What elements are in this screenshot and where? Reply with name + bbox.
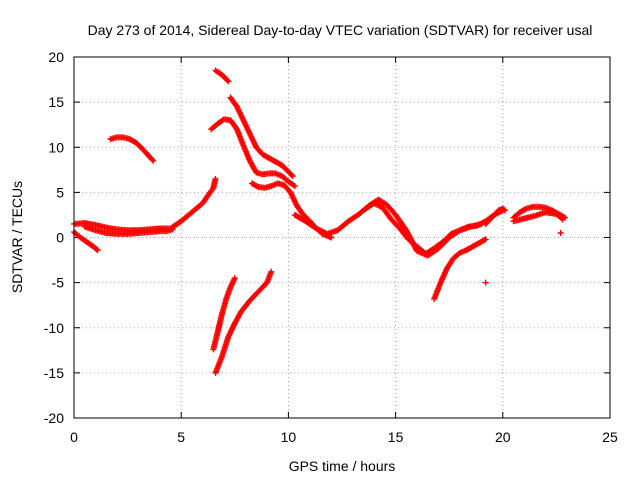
series-track-k [291,196,485,259]
data-point [94,247,101,254]
x-tick-label: 10 [281,429,297,445]
data-points [71,67,568,376]
series-track-n [482,205,508,227]
series-track-g [212,67,232,85]
data-point [522,206,529,213]
series-track-e [210,275,238,353]
data-point [254,183,261,190]
data-point [289,173,296,180]
y-tick-label: -10 [44,320,64,336]
y-tick-label: 0 [56,230,64,246]
data-point [212,175,219,182]
data-point [559,216,566,223]
x-tick-label: 20 [495,429,511,445]
series-track-i [208,116,298,190]
data-point [558,215,565,222]
y-axis-label: SDTVAR / TECUs [9,181,25,293]
data-point [481,237,488,244]
data-point [500,206,507,213]
data-point [231,275,238,282]
y-tick-label: -15 [44,365,64,381]
data-point [209,186,216,193]
x-tick-label: 5 [177,429,185,445]
series-track-b [71,229,101,254]
x-tick-label: 25 [602,429,618,445]
series-track-c [81,223,176,237]
data-point [501,207,508,214]
x-tick-label: 15 [388,429,404,445]
axis-ticks: 0 5 10 15 20 25 -20 -15 -10 -5 0 5 10 15 20 [44,49,618,445]
data-point [291,183,298,190]
grid-lines [74,57,610,418]
y-tick-label: -5 [52,275,65,291]
x-axis-label: GPS time / hours [289,458,396,474]
series-track-h [227,94,296,180]
series-track-a [71,175,219,234]
data-point [225,78,232,85]
y-tick-label: 5 [56,184,64,200]
series-track-d [107,134,157,164]
series-track-f [212,268,275,376]
y-tick-label: 15 [48,94,64,110]
data-point [288,172,295,179]
x-tick-label: 0 [70,429,78,445]
data-point [290,182,297,189]
data-point [150,157,157,164]
y-tick-label: 10 [48,139,64,155]
series-track-l [362,200,506,257]
series-track-m [431,236,489,302]
data-point [224,77,231,84]
plot-frame [73,56,611,419]
y-tick-label: -20 [44,410,64,426]
data-point [557,229,564,236]
data-point [268,268,275,275]
series-track-p [510,209,566,225]
data-point [93,246,100,253]
data-point [169,226,176,233]
chart-title: Day 273 of 2014, Sidereal Day-to-day VTE… [88,22,593,38]
data-point [328,234,335,241]
data-point [482,236,489,243]
y-tick-label: 20 [48,49,64,65]
data-point [149,156,156,163]
data-point [482,279,489,286]
series-outliers [482,229,564,286]
